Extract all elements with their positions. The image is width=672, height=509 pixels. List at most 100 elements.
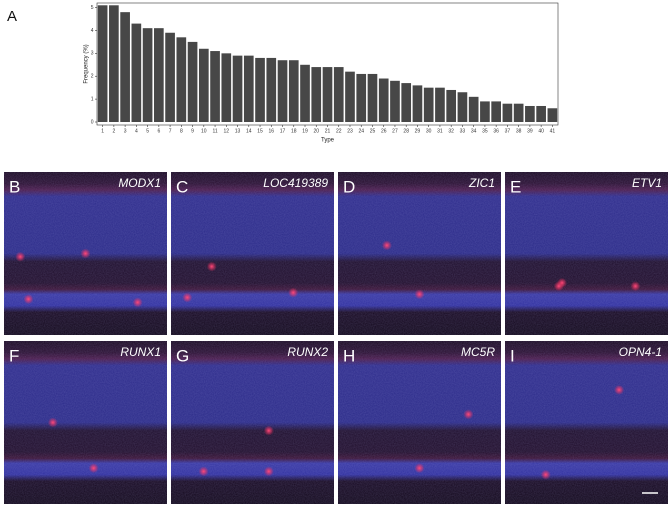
signal-spot	[198, 466, 209, 477]
x-tick-label: 15	[257, 128, 263, 134]
signal-spot	[263, 425, 274, 436]
bar	[367, 73, 378, 122]
x-tick-label: 1	[101, 128, 104, 134]
bar	[187, 41, 198, 122]
x-tick-label: 9	[191, 128, 194, 134]
x-tick-label: 37	[505, 128, 511, 134]
bar	[109, 5, 119, 123]
y-tick-label: 5	[91, 5, 94, 11]
signal-spot	[263, 466, 274, 477]
bar	[491, 101, 501, 122]
x-tick-label: 38	[516, 128, 522, 134]
bar	[154, 28, 164, 122]
bar	[176, 37, 187, 123]
x-tick-label: 19	[302, 128, 308, 134]
x-tick-label: 35	[482, 128, 488, 134]
image-panels: B MODX1 C LOC419389 D ZIC1 E ETV1 F RUNX1 G RUNX2 H M…	[4, 172, 668, 504]
bar	[435, 87, 445, 122]
x-tick-label: 32	[448, 128, 454, 134]
x-tick-label: 10	[201, 128, 207, 134]
tissue-texture	[505, 341, 668, 504]
bar	[525, 105, 535, 122]
x-tick-label: 18	[291, 128, 297, 134]
signal-spot	[614, 384, 625, 395]
micrograph: C LOC419389	[171, 172, 334, 335]
signal-spot	[47, 417, 58, 428]
bar	[468, 96, 479, 122]
bar	[131, 23, 142, 122]
y-tick-label: 4	[91, 28, 94, 34]
panel-letter: H	[343, 346, 355, 365]
x-tick-label: 8	[180, 128, 183, 134]
panel-letter: F	[9, 346, 19, 365]
x-tick-label: 22	[336, 128, 342, 134]
x-tick-label: 41	[550, 128, 556, 134]
bar	[97, 5, 108, 123]
x-tick-label: 23	[347, 128, 353, 134]
gene-name: ZIC1	[468, 176, 495, 190]
bar	[480, 101, 490, 122]
tissue-texture	[338, 341, 501, 504]
gene-name: OPN4-1	[619, 345, 662, 359]
tissue-texture	[505, 172, 668, 335]
bar	[198, 48, 209, 123]
bar	[300, 64, 310, 122]
x-tick-label: 7	[169, 128, 172, 134]
bar	[322, 67, 333, 122]
x-tick-label: 5	[146, 128, 149, 134]
bar	[255, 57, 265, 122]
bar	[457, 92, 468, 122]
bar	[210, 51, 220, 122]
gene-name: MC5R	[461, 345, 495, 359]
y-tick-label: 1	[91, 96, 94, 102]
bar	[120, 12, 130, 122]
x-axis-label: Type	[321, 138, 335, 144]
y-tick-label: 3	[91, 51, 94, 57]
bar	[378, 78, 389, 122]
signal-spot	[132, 297, 143, 308]
x-tick-label: 2	[112, 128, 115, 134]
bar	[547, 108, 558, 122]
y-axis-label: Frequency (%)	[84, 44, 90, 83]
bar	[345, 71, 355, 122]
x-tick-label: 39	[527, 128, 533, 134]
signal-spot	[414, 289, 425, 300]
bar	[277, 60, 288, 122]
bar	[446, 89, 457, 122]
micrograph: E ETV1	[505, 172, 668, 335]
panel-letter: B	[9, 177, 20, 196]
bar	[333, 67, 344, 122]
gene-name: LOC419389	[263, 176, 328, 190]
x-tick-label: 3	[124, 128, 127, 134]
signal-spot	[182, 292, 193, 303]
micrograph: D ZIC1	[338, 172, 501, 335]
x-tick-label: 14	[246, 128, 252, 134]
panel-letter: C	[176, 177, 188, 196]
panel-letter: E	[510, 177, 521, 196]
bar	[390, 80, 400, 122]
bar	[288, 60, 299, 122]
panel-letter: I	[510, 346, 515, 365]
bar	[232, 55, 243, 123]
x-tick-label: 21	[325, 128, 331, 134]
bar	[401, 83, 412, 122]
bar	[243, 55, 254, 123]
signal-spot	[553, 281, 564, 292]
gene-name: MODX1	[118, 176, 161, 190]
x-tick-label: 4	[135, 128, 138, 134]
x-tick-label: 16	[268, 128, 274, 134]
micrograph: G RUNX2	[171, 341, 334, 504]
signal-spot	[80, 248, 91, 259]
x-tick-label: 11	[212, 128, 217, 134]
signal-spot	[414, 463, 425, 474]
bar	[513, 103, 524, 122]
panel-letter: A	[7, 8, 17, 25]
micrograph: H MC5R	[338, 341, 501, 504]
x-tick-label: 17	[280, 128, 286, 134]
gene-name: ETV1	[632, 176, 662, 190]
tissue-texture	[338, 172, 501, 335]
x-tick-label: 29	[415, 128, 421, 134]
signal-spot	[381, 240, 392, 251]
